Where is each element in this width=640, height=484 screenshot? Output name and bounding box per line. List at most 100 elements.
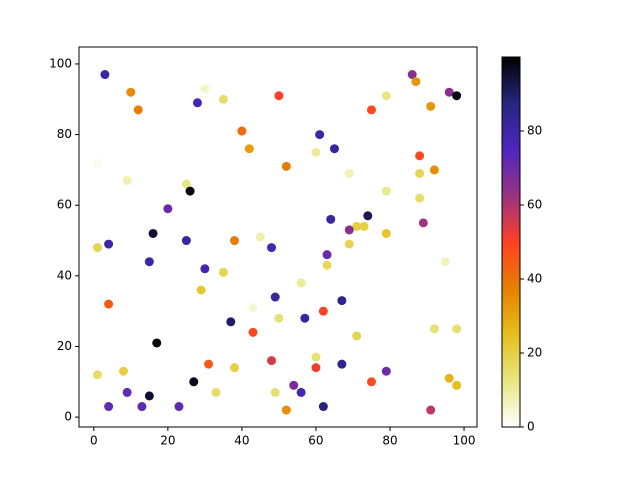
- point: [281, 405, 291, 415]
- point: [352, 331, 362, 341]
- point: [200, 84, 210, 94]
- point: [322, 250, 332, 260]
- point: [452, 91, 462, 101]
- point: [229, 363, 239, 373]
- point: [411, 77, 421, 87]
- point: [93, 243, 103, 253]
- point: [100, 70, 110, 80]
- point: [133, 105, 143, 115]
- point: [359, 221, 369, 231]
- colorbar-tick-label: 20: [527, 346, 542, 360]
- point: [426, 405, 436, 415]
- colorbar-tick-label: 60: [527, 198, 542, 212]
- point: [344, 168, 354, 178]
- point: [366, 377, 376, 387]
- point: [429, 324, 439, 334]
- point: [444, 373, 454, 383]
- point: [229, 236, 239, 246]
- point: [311, 363, 321, 373]
- point: [274, 91, 284, 101]
- point: [300, 313, 310, 323]
- point: [270, 292, 280, 302]
- point: [122, 387, 132, 397]
- point: [144, 257, 154, 267]
- y-tick-label: 80: [57, 127, 72, 141]
- y-tick-label: 20: [57, 339, 72, 353]
- point: [137, 402, 147, 412]
- x-tick-label: 80: [382, 434, 397, 448]
- point: [104, 299, 114, 309]
- point: [211, 387, 221, 397]
- point: [163, 204, 173, 214]
- point: [148, 228, 158, 238]
- point: [296, 387, 306, 397]
- point: [452, 380, 462, 390]
- point: [93, 158, 103, 168]
- x-tick-label: 0: [90, 434, 98, 448]
- point: [104, 239, 114, 249]
- point: [218, 267, 228, 277]
- point: [441, 257, 451, 267]
- point: [407, 70, 417, 80]
- point: [352, 221, 362, 231]
- point: [255, 232, 265, 242]
- point: [174, 402, 184, 412]
- point: [415, 193, 425, 203]
- point: [248, 303, 258, 313]
- point: [289, 380, 299, 390]
- point: [426, 101, 436, 111]
- point: [118, 366, 128, 376]
- point: [452, 324, 462, 334]
- x-tick-label: 100: [453, 434, 476, 448]
- point: [274, 313, 284, 323]
- point: [152, 338, 162, 348]
- y-tick-label: 0: [64, 410, 72, 424]
- colorbar: [501, 56, 521, 428]
- point: [444, 87, 454, 97]
- x-tick-label: 60: [308, 434, 323, 448]
- point: [366, 105, 376, 115]
- plot-frame: [78, 46, 478, 428]
- colorbar-tick-label: 40: [527, 272, 542, 286]
- point: [329, 144, 339, 154]
- point: [318, 306, 328, 316]
- point: [381, 366, 391, 376]
- colorbar-tick-label: 0: [527, 420, 535, 434]
- point: [344, 239, 354, 249]
- point: [418, 218, 428, 228]
- point: [248, 327, 258, 337]
- point: [189, 377, 199, 387]
- point: [337, 296, 347, 306]
- point: [381, 186, 391, 196]
- point: [296, 278, 306, 288]
- point: [185, 186, 195, 196]
- y-tick-label: 100: [49, 56, 72, 70]
- point: [429, 165, 439, 175]
- x-tick-label: 20: [160, 434, 175, 448]
- point: [267, 356, 277, 366]
- colorbar-tick-label: 80: [527, 124, 542, 138]
- y-tick-label: 40: [57, 268, 72, 282]
- point: [237, 126, 247, 136]
- y-tick-label: 60: [57, 198, 72, 212]
- point: [226, 317, 236, 327]
- x-tick-label: 40: [234, 434, 249, 448]
- point: [311, 352, 321, 362]
- point: [267, 243, 277, 253]
- point: [381, 91, 391, 101]
- point: [318, 402, 328, 412]
- point: [196, 285, 206, 295]
- point: [315, 130, 325, 140]
- point: [93, 370, 103, 380]
- point: [126, 87, 136, 97]
- point: [192, 98, 202, 108]
- point: [281, 161, 291, 171]
- point: [363, 211, 373, 221]
- point: [204, 359, 214, 369]
- point: [270, 387, 280, 397]
- point: [144, 391, 154, 401]
- point: [181, 236, 191, 246]
- point: [122, 175, 132, 185]
- point: [415, 151, 425, 161]
